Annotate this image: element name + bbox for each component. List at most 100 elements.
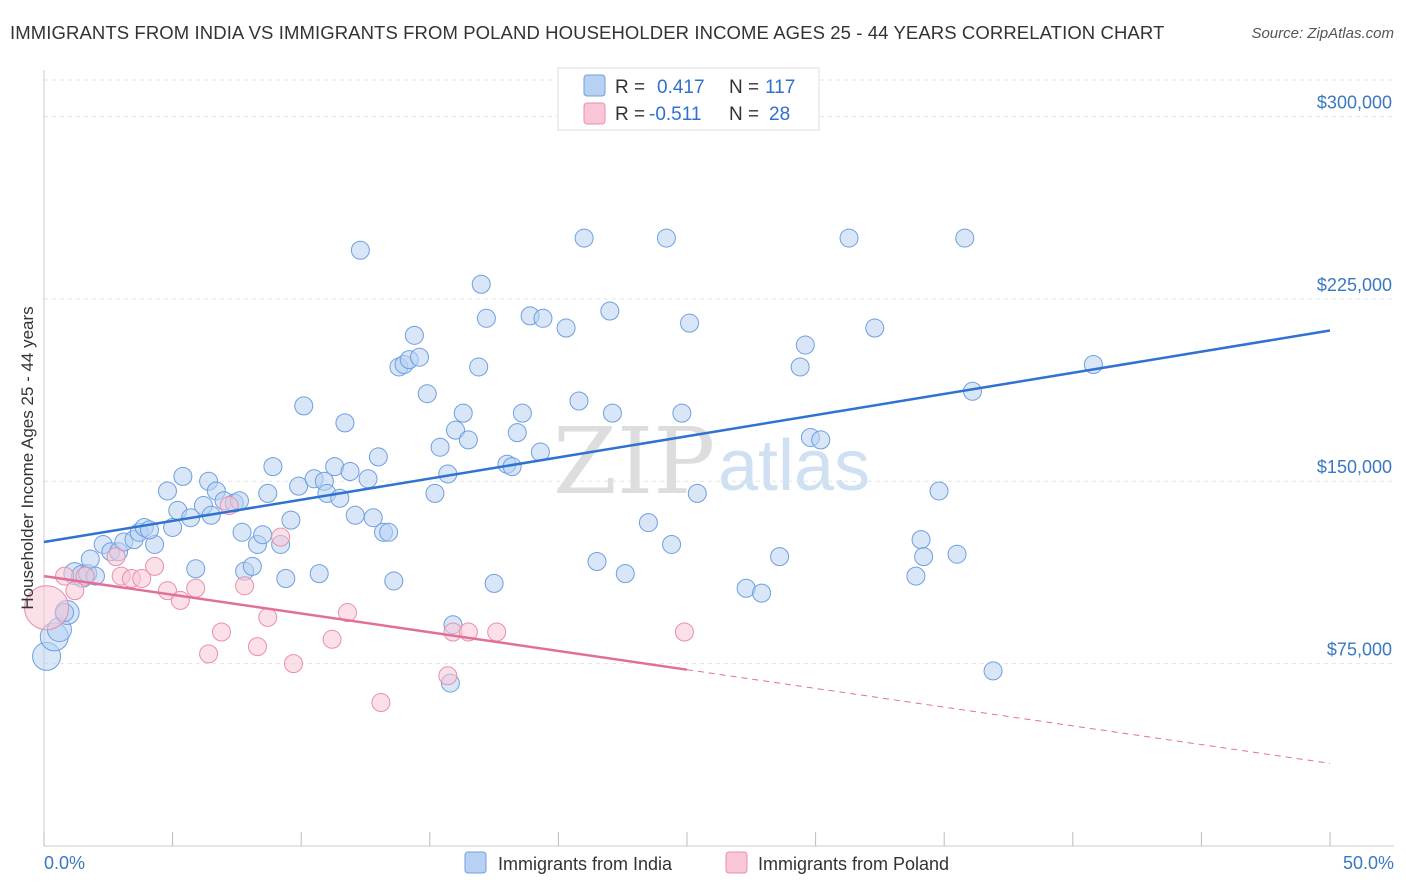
watermark: ZIP atlas (553, 408, 870, 515)
scatter-point-india (906, 566, 926, 586)
scatter-point-india (281, 510, 301, 530)
trend-line-poland (43, 574, 688, 671)
scatter-point-india (458, 430, 478, 450)
scatter-point-india (263, 457, 283, 477)
scatter-point-poland (674, 622, 694, 642)
scatter-point-india (615, 564, 635, 584)
scatter-point-india (289, 476, 309, 496)
scatter-point-india (556, 318, 576, 338)
scatter-point-india (752, 583, 772, 603)
axes (43, 70, 1394, 847)
scatter-point-india (276, 569, 296, 589)
scatter-point-india (672, 403, 692, 423)
x-ticks (43, 832, 1331, 846)
y-tick-labels: $75,000 $150,000 $225,000 $300,000 (1317, 92, 1392, 659)
y-tick-label: $225,000 (1317, 275, 1392, 295)
scatter-point-poland (322, 629, 342, 649)
scatter-point-poland (186, 578, 206, 598)
scatter-point-india (363, 508, 383, 528)
scatter-point-poland (132, 569, 152, 589)
scatter-point-poland (211, 622, 231, 642)
scatter-point-india (379, 522, 399, 542)
scatter-point-poland (337, 603, 357, 623)
y-tick-label: $75,000 (1327, 640, 1392, 660)
scatter-point-india (335, 413, 355, 433)
scatter-point-india (410, 347, 430, 367)
scatter-point-india (471, 274, 491, 294)
legend-r-label-india: R = (615, 77, 645, 98)
scatter-point-poland (283, 654, 303, 674)
scatter-point-india (484, 573, 504, 593)
scatter-point-india (600, 301, 620, 321)
scatter-point-india (469, 357, 489, 377)
scatter-point-india (368, 447, 388, 467)
series-legend-swatch-india (464, 851, 487, 874)
series-legend-label-poland: Immigrants from Poland (758, 854, 949, 874)
scatter-point-india (417, 384, 437, 404)
scatter-point-poland (487, 622, 507, 642)
scatter-point-poland (24, 585, 70, 631)
legend-swatch-poland (583, 102, 606, 125)
scatter-point-india (955, 228, 975, 248)
scatter-point-india (80, 549, 100, 569)
scatter-point-india (790, 357, 810, 377)
scatter-point-india (911, 530, 931, 550)
scatter-point-india (680, 313, 700, 333)
legend-n-label-india: N = (729, 77, 759, 98)
scatter-point-poland (258, 607, 278, 627)
scatter-point-india (430, 437, 450, 457)
y-tick-label: $150,000 (1317, 457, 1392, 477)
scatter-point-india (453, 403, 473, 423)
scatter-point-india (947, 544, 967, 564)
scatter-point-india (232, 522, 252, 542)
scatter-points (24, 228, 1103, 713)
x-tick-label-max: 50.0% (1343, 853, 1394, 873)
scatter-point-poland (371, 693, 391, 713)
series-legend-swatch-poland (725, 851, 748, 874)
stats-legend: R = 0.417 N = 117 R = -0.511 N = 28 (557, 67, 820, 131)
scatter-point-poland (438, 666, 458, 686)
scatter-point-india (770, 547, 790, 567)
scatter-point-india (173, 466, 193, 486)
scatter-point-india (929, 481, 949, 501)
scatter-point-india (345, 505, 365, 525)
scatter-point-india (569, 391, 589, 411)
legend-swatch-india (583, 74, 606, 97)
scatter-point-india (811, 430, 831, 450)
scatter-point-india (294, 396, 314, 416)
scatter-point-india (574, 228, 594, 248)
source-label: Source: ZipAtlas.com (1251, 25, 1394, 42)
scatter-point-india (384, 571, 404, 591)
scatter-point-india (587, 551, 607, 571)
scatter-point-india (795, 335, 815, 355)
legend-r-label-poland: R = (615, 104, 645, 125)
scatter-point-india (340, 462, 360, 482)
scatter-point-india (242, 556, 262, 576)
legend-n-value-poland: 28 (769, 104, 790, 125)
scatter-point-india (350, 240, 370, 260)
legend-r-value-poland: -0.511 (649, 104, 701, 125)
scatter-point-india (638, 513, 658, 533)
scatter-point-india (533, 308, 553, 328)
scatter-point-poland (247, 637, 267, 657)
scatter-point-poland (199, 644, 219, 664)
watermark-zip: ZIP (553, 408, 715, 515)
scatter-point-poland (106, 547, 126, 567)
chart-title: IMMIGRANTS FROM INDIA VS IMMIGRANTS FROM… (10, 22, 1165, 43)
scatter-point-india (186, 559, 206, 579)
scatter-point-india (512, 403, 532, 423)
scatter-point-india (662, 534, 682, 554)
scatter-point-poland (145, 556, 165, 576)
legend-n-value-india: 117 (765, 77, 795, 98)
scatter-point-india (404, 325, 424, 345)
watermark-atlas: atlas (718, 426, 870, 506)
scatter-point-india (507, 423, 527, 443)
scatter-point-india (602, 403, 622, 423)
scatter-point-india (309, 564, 329, 584)
scatter-point-india (656, 228, 676, 248)
scatter-point-india (253, 525, 273, 545)
y-axis-title: Householder Income Ages 25 - 44 years (18, 306, 37, 609)
x-tick-label-min: 0.0% (44, 853, 85, 873)
scatter-point-poland (235, 576, 255, 596)
